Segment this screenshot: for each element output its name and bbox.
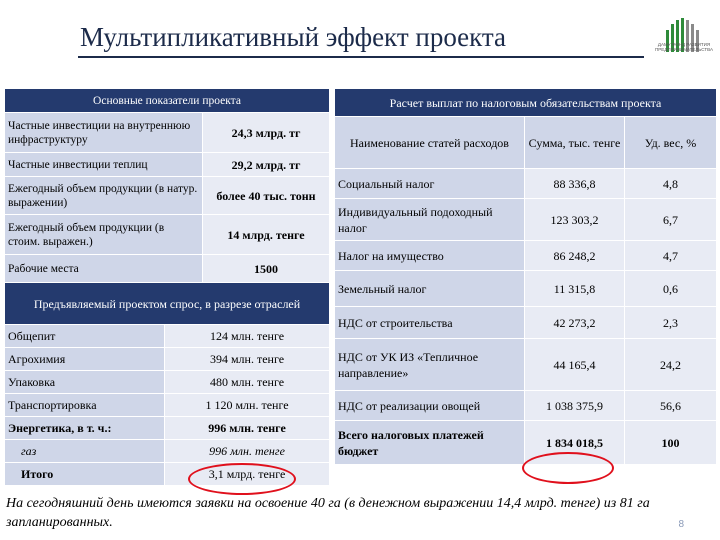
tax-total-share: 100: [624, 420, 717, 465]
fund-logo-icon: [666, 18, 699, 52]
tax-share: 2,3: [624, 306, 717, 339]
sector-value: 124 млн. тенге: [164, 324, 330, 348]
main-indicators-table: Основные показатели проекта Частные инве…: [4, 88, 330, 283]
indicator-label: Ежегодный объем продукции (в натур. выра…: [4, 176, 203, 215]
tax-name: НДС от реализации овощей: [334, 390, 525, 421]
title-divider: [78, 56, 644, 58]
tax-share: 56,6: [624, 390, 717, 421]
indicator-value: 14 млрд. тенге: [202, 214, 330, 255]
tax-payments-table: Расчет выплат по налоговым обязательства…: [334, 88, 717, 465]
tax-name: Индивидуальный подоходный налог: [334, 198, 525, 241]
tax-name: Социальный налог: [334, 168, 525, 199]
tax-name: НДС от строительства: [334, 306, 525, 339]
col-header-name: Наименование статей расходов: [334, 116, 525, 169]
demand-title: Предъявляемый проектом спрос, в разрезе …: [4, 282, 330, 325]
page-title: Мультипликативный эффект проекта: [80, 22, 507, 52]
sector-label: Энергетика, в т. ч.:: [4, 416, 165, 440]
tax-amount: 11 315,8: [524, 270, 625, 307]
tax-amount: 42 273,2: [524, 306, 625, 339]
sector-value: 394 млн. тенге: [164, 347, 330, 371]
indicator-label: Частные инвестиции теплиц: [4, 152, 203, 177]
col-header-amount: Сумма, тыс. тенге: [524, 116, 625, 169]
indicator-value: 29,2 млрд. тг: [202, 152, 330, 177]
col-header-share: Уд. вес, %: [624, 116, 717, 169]
tax-amount: 44 165,4: [524, 338, 625, 391]
page-number: 8: [678, 519, 684, 530]
tax-name: Налог на имущество: [334, 240, 525, 271]
tax-share: 24,2: [624, 338, 717, 391]
demand-by-sector-table: Предъявляемый проектом спрос, в разрезе …: [4, 282, 330, 486]
tax-share: 0,6: [624, 270, 717, 307]
sector-label: Общепит: [4, 324, 165, 348]
sector-label: Агрохимия: [4, 347, 165, 371]
tax-share: 4,8: [624, 168, 717, 199]
tax-share: 6,7: [624, 198, 717, 241]
indicator-value: 1500: [202, 254, 330, 283]
tax-amount: 86 248,2: [524, 240, 625, 271]
sector-sublabel: газ: [4, 439, 165, 463]
sector-label: Транспортировка: [4, 393, 165, 417]
indicator-label: Ежегодный объем продукции (в стоим. выра…: [4, 214, 203, 255]
tax-table-title: Расчет выплат по налоговым обязательства…: [334, 88, 717, 117]
tax-amount: 1 038 375,9: [524, 390, 625, 421]
sector-label: Упаковка: [4, 370, 165, 394]
indicator-label: Частные инвестиции на внутреннюю инфраст…: [4, 112, 203, 153]
sector-subvalue: 996 млн. тенге: [164, 439, 330, 463]
total-label: Итого: [4, 462, 165, 486]
indicator-label: Рабочие места: [4, 254, 203, 283]
tax-amount: 88 336,8: [524, 168, 625, 199]
sector-value: 480 млн. тенге: [164, 370, 330, 394]
indicator-value: 24,3 млрд. тг: [202, 112, 330, 153]
sector-value: 1 120 млн. тенге: [164, 393, 330, 417]
footer-note: На сегодняшний день имеются заявки на ос…: [6, 496, 650, 530]
highlight-circle-total-demand: [188, 463, 296, 495]
logo-caption: ДАМУ ФОНД РАЗВИТИЯ ПРЕДПРИНИМАТЕЛЬСТВА: [655, 42, 713, 52]
sector-value: 996 млн. тенге: [164, 416, 330, 440]
indicator-value: более 40 тыс. тонн: [202, 176, 330, 215]
tax-total-name: Всего налоговых платежей бюджет: [334, 420, 525, 465]
tax-amount: 123 303,2: [524, 198, 625, 241]
main-indicators-title: Основные показатели проекта: [4, 88, 330, 113]
tax-name: Земельный налог: [334, 270, 525, 307]
tax-name: НДС от УК ИЗ «Тепличное направление»: [334, 338, 525, 391]
highlight-circle-total-taxes: [522, 452, 614, 484]
tax-share: 4,7: [624, 240, 717, 271]
